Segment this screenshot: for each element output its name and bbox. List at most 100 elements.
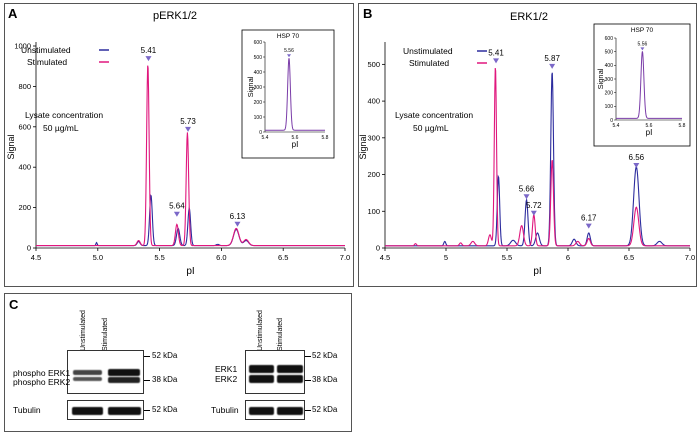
x-tick-label: 5.0 bbox=[93, 253, 103, 262]
inset-y-tick-label: 200 bbox=[254, 100, 263, 106]
inset-x-tick-label: 5.6 bbox=[646, 123, 653, 129]
y-tick-label: 300 bbox=[367, 133, 380, 142]
peak-label: 5.66 bbox=[519, 184, 535, 193]
inset-x-label: pI bbox=[646, 128, 653, 137]
marker-38kda-left: 38 kDa bbox=[152, 375, 178, 384]
peak-marker bbox=[585, 223, 592, 229]
inset-y-tick-label: 600 bbox=[605, 36, 614, 42]
series-line-stimulated bbox=[36, 65, 345, 247]
x-tick-label: 4.5 bbox=[380, 253, 390, 262]
marker-tick bbox=[305, 380, 311, 381]
lane-label-stimulated: Stimulated bbox=[102, 317, 109, 351]
legend-stimulated-label: Stimulated bbox=[27, 57, 67, 67]
marker-tick bbox=[144, 380, 150, 381]
inset-peak-marker bbox=[287, 54, 291, 58]
inset-y-tick-label: 300 bbox=[254, 85, 263, 91]
inset-y-tick-label: 400 bbox=[605, 63, 614, 69]
y-tick-label: 200 bbox=[18, 203, 31, 212]
peak-label: 6.17 bbox=[581, 214, 597, 223]
y-tick-label: 0 bbox=[27, 244, 31, 253]
annotation-line-1: Lysate concentration bbox=[25, 110, 103, 120]
peak-marker bbox=[633, 163, 640, 169]
inset-y-tick-label: 300 bbox=[605, 77, 614, 83]
peak-marker bbox=[173, 211, 180, 217]
marker-52kda-right: 52 kDa bbox=[312, 351, 338, 360]
chart-title: ERK1/2 bbox=[510, 11, 548, 23]
inset-x-label: pI bbox=[292, 140, 299, 149]
legend-stimulated-label: Stimulated bbox=[409, 58, 449, 68]
label-phospho-erk2: phospho ERK2 bbox=[13, 377, 71, 387]
legend-unstimulated-label: Unstimulated bbox=[403, 46, 453, 56]
x-tick-label: 6 bbox=[566, 253, 570, 262]
lane-label-unstimulated-right: Unstimulated bbox=[257, 310, 264, 351]
x-tick-label: 5.5 bbox=[502, 253, 512, 262]
y-tick-label: 100 bbox=[367, 207, 380, 216]
blot-tubulin-left bbox=[67, 400, 144, 420]
panel-b-letter: B bbox=[363, 6, 373, 21]
panel-b: B ERK1/2 4.5 5 5.5 6 6.5 7.0 0 100 200 300 400 500 pI… bbox=[358, 3, 697, 287]
y-tick-label: 400 bbox=[367, 97, 380, 106]
inset-peak-marker bbox=[640, 47, 645, 51]
label-erk1: ERK1 bbox=[215, 364, 238, 374]
inset-y-tick-label: 500 bbox=[605, 49, 614, 55]
panel-c: C Unstimulated Stimulated phospho ERK1 p… bbox=[4, 293, 352, 432]
marker-tick bbox=[144, 356, 150, 357]
blot-tubulin-right bbox=[245, 400, 305, 420]
lane-label-unstimulated: Unstimulated bbox=[80, 310, 87, 351]
peak-label: 5.87 bbox=[544, 54, 560, 63]
inset-y-tick-label: 100 bbox=[605, 104, 614, 110]
inset-y-tick-label: 200 bbox=[605, 90, 614, 96]
marker-tick bbox=[305, 356, 311, 357]
x-tick-label: 5.5 bbox=[154, 253, 164, 262]
y-tick-label: 500 bbox=[367, 60, 380, 69]
peak-label: 6.56 bbox=[629, 153, 645, 162]
inset-y-tick-label: 600 bbox=[254, 40, 263, 46]
marker-38kda-right: 38 kDa bbox=[312, 375, 338, 384]
x-tick-label: 7.0 bbox=[340, 253, 350, 262]
marker-52kda-left: 52 kDa bbox=[152, 351, 178, 360]
annotation-line-2: 50 µg/mL bbox=[413, 123, 449, 133]
inset-y-label: Signal bbox=[246, 76, 255, 97]
y-tick-label: 0 bbox=[376, 244, 380, 253]
x-tick-label: 6.5 bbox=[624, 253, 634, 262]
y-tick-label: 400 bbox=[18, 163, 31, 172]
inset-peak-label: 5.56 bbox=[638, 41, 648, 47]
y-tick-label: 200 bbox=[367, 170, 380, 179]
peak-marker bbox=[530, 210, 537, 216]
inset-x-tick-label: 5.8 bbox=[679, 123, 686, 129]
legend-unstimulated-label: Unstimulated bbox=[21, 45, 71, 55]
peak-label: 5.72 bbox=[526, 201, 542, 210]
x-tick-label: 6.5 bbox=[278, 253, 288, 262]
y-axis-label: Signal bbox=[359, 134, 368, 159]
inset-x-tick-label: 5.8 bbox=[322, 135, 329, 141]
inset-series-line bbox=[265, 58, 325, 131]
annotation-line-1: Lysate concentration bbox=[395, 110, 473, 120]
panel-a-letter: A bbox=[8, 6, 18, 21]
inset-x-tick-label: 5.4 bbox=[613, 123, 620, 129]
label-phospho-erk1: phospho ERK1 bbox=[13, 368, 71, 378]
peak-marker bbox=[493, 58, 500, 64]
marker-52kda-tub-left: 52 kDa bbox=[152, 405, 178, 414]
inset-frame bbox=[241, 29, 335, 159]
x-axis-label: pI bbox=[186, 266, 194, 277]
peak-marker bbox=[185, 126, 192, 132]
lane-label-stimulated-right: Stimulated bbox=[277, 317, 284, 351]
inset-y-tick-label: 400 bbox=[254, 70, 263, 76]
label-tubulin-right: Tubulin bbox=[211, 405, 239, 415]
x-tick-label: 7.0 bbox=[685, 253, 695, 262]
marker-tick bbox=[144, 410, 150, 411]
chart-a: pERK1/2 4.5 5.0 5.5 6.0 6.5 7.0 0 200 400 600 800 10… bbox=[6, 10, 350, 277]
peak-label: 5.64 bbox=[169, 202, 185, 211]
inset-y-label: Signal bbox=[596, 68, 605, 89]
y-tick-label: 800 bbox=[18, 82, 31, 91]
y-tick-label: 600 bbox=[18, 122, 31, 131]
panel-c-letter: C bbox=[9, 297, 19, 312]
peak-label: 6.13 bbox=[230, 212, 246, 221]
inset-y-tick-label: 500 bbox=[254, 55, 263, 61]
x-tick-label: 6.0 bbox=[216, 253, 226, 262]
label-erk2: ERK2 bbox=[215, 374, 238, 384]
peak-marker bbox=[523, 194, 530, 200]
annotation-line-2: 50 µg/mL bbox=[43, 123, 79, 133]
x-tick-label: 4.5 bbox=[31, 253, 41, 262]
inset-peak-label: 5.56 bbox=[284, 48, 294, 54]
